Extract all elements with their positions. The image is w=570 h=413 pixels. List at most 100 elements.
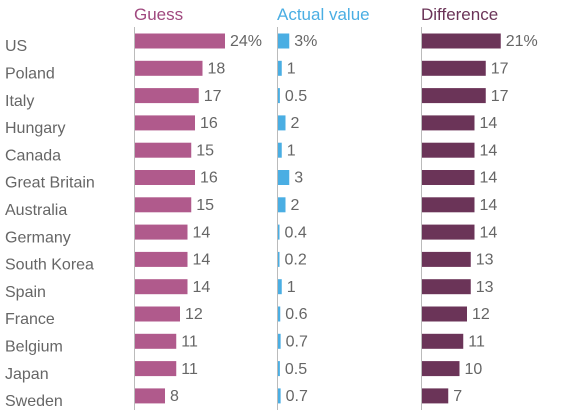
data-label: 14: [480, 170, 498, 187]
category-label: Australia: [5, 202, 67, 219]
data-label: 8: [170, 388, 179, 405]
bar: [278, 306, 281, 322]
data-label: 11: [181, 361, 198, 378]
data-label: 1: [287, 61, 296, 78]
bar: [135, 142, 192, 158]
data-label: 21%: [506, 33, 538, 50]
data-label: 14: [480, 115, 498, 132]
data-label: 14: [480, 224, 498, 241]
bar: [135, 251, 188, 267]
bar: [135, 60, 203, 76]
data-label: 3: [294, 170, 303, 187]
category-label: Sweden: [5, 393, 63, 410]
bar: [135, 88, 199, 104]
data-label: 17: [204, 88, 222, 105]
category-label: US: [5, 38, 27, 55]
category-label: South Korea: [5, 257, 94, 274]
data-label: 14: [193, 252, 211, 269]
panel-title: Difference: [421, 5, 498, 24]
data-label: 13: [476, 252, 494, 269]
data-label: 10: [465, 361, 483, 378]
bar: [278, 115, 286, 131]
data-label: 12: [185, 306, 203, 323]
data-label: 2: [291, 115, 300, 132]
bar: [135, 197, 192, 213]
category-label: Spain: [5, 284, 46, 301]
bar: [278, 388, 281, 404]
bar: [135, 361, 177, 377]
bar: [278, 224, 280, 240]
bar: [422, 388, 449, 404]
category-label: Germany: [5, 229, 71, 246]
bar: [422, 142, 475, 158]
bar: [278, 333, 281, 349]
data-label: 0.7: [286, 334, 308, 351]
bar: [422, 115, 475, 131]
bar: [422, 170, 475, 185]
bar: [422, 251, 471, 267]
data-label: 1: [287, 142, 296, 159]
bar: [422, 224, 475, 240]
data-label: 0.2: [285, 252, 307, 269]
data-label: 14: [193, 279, 211, 296]
category-label: Great Britain: [5, 175, 95, 192]
bar: [278, 60, 282, 76]
category-label: Italy: [5, 93, 34, 110]
panel-title: Guess: [134, 5, 183, 24]
bar: [135, 33, 225, 49]
data-label: 0.6: [285, 306, 307, 323]
data-label: 14: [193, 224, 211, 241]
category-label: Canada: [5, 147, 61, 164]
data-label: 17: [491, 88, 509, 105]
category-label: Poland: [5, 66, 55, 83]
category-label: Belgium: [5, 339, 63, 356]
data-label: 11: [181, 334, 198, 351]
bar: [135, 224, 188, 240]
data-label: 14: [480, 197, 498, 214]
bar: [422, 88, 486, 104]
data-label: 16: [200, 170, 218, 187]
bar: [135, 279, 188, 295]
panel-title: Actual value: [277, 5, 370, 24]
category-label: Japan: [5, 366, 49, 383]
data-label: 0.7: [286, 388, 308, 405]
data-label: 0.5: [285, 88, 307, 105]
bar: [422, 197, 475, 213]
bar: [422, 33, 501, 49]
data-label: 0.5: [285, 361, 307, 378]
data-label: 18: [208, 61, 226, 78]
bar: [278, 33, 290, 49]
bar: [278, 197, 286, 213]
data-label: 13: [476, 279, 494, 296]
bar: [278, 279, 282, 295]
data-label: 15: [196, 142, 214, 159]
bar: [422, 361, 460, 377]
bar: [135, 115, 195, 131]
bar: [278, 361, 280, 377]
data-label: 3%: [294, 33, 317, 50]
bar: [278, 170, 290, 185]
data-label: 16: [200, 115, 218, 132]
category-label: France: [5, 311, 55, 328]
bar: [422, 306, 467, 322]
data-label: 15: [196, 197, 214, 214]
data-label: 14: [480, 142, 498, 159]
data-label: 17: [491, 61, 509, 78]
bar: [135, 306, 180, 322]
data-label: 0.4: [285, 224, 307, 241]
bar: [135, 333, 177, 349]
bar: [135, 170, 195, 185]
data-label: 1: [287, 279, 296, 296]
bar: [278, 251, 280, 267]
bar: [135, 388, 165, 404]
data-label: 12: [472, 306, 490, 323]
data-label: 7: [453, 388, 462, 405]
data-label: 11: [468, 334, 485, 351]
category-label: Hungary: [5, 120, 65, 137]
bar: [422, 279, 471, 295]
data-label: 24%: [230, 33, 262, 50]
bar: [278, 88, 280, 104]
bar: [422, 333, 464, 349]
bar: [422, 60, 486, 76]
